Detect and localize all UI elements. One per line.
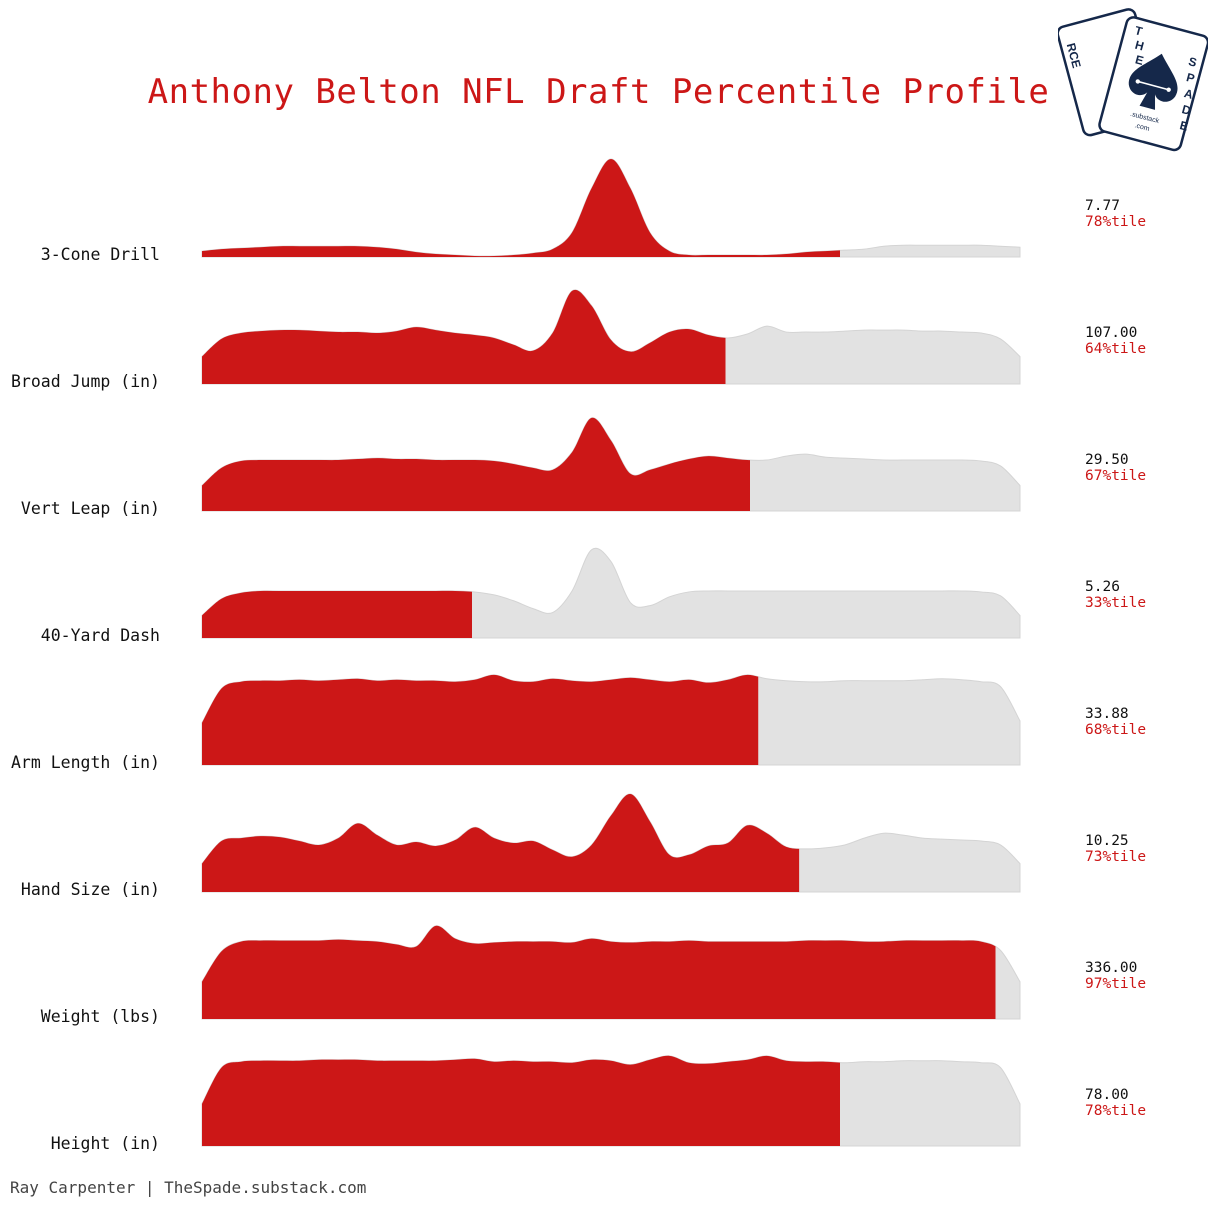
logo-front-letter: D: [1180, 102, 1192, 118]
row-value: 29.50: [1085, 452, 1129, 468]
ridge-row: [201, 793, 1021, 893]
row-value: 5.26: [1085, 579, 1120, 595]
row-percentile: 73%tile: [1085, 849, 1147, 865]
row-label: Broad Jump (in): [10, 372, 160, 391]
logo-com-text: .com: [1134, 122, 1151, 133]
row-label: Height (in): [50, 1134, 160, 1153]
logo-front-letter: H: [1133, 38, 1145, 54]
row-label: Vert Leap (in): [20, 499, 160, 518]
row-value: 78.00: [1085, 1087, 1129, 1103]
logo-front-letter: A: [1183, 86, 1195, 102]
row-value: 10.25: [1085, 833, 1129, 849]
row-label: 40-Yard Dash: [40, 626, 160, 645]
ridge-row: [201, 417, 1021, 512]
row-value: 107.00: [1085, 325, 1138, 341]
row-value: 7.77: [1085, 198, 1120, 214]
row-percentile: 78%tile: [1085, 1103, 1147, 1119]
percentile-fill-area: [202, 590, 472, 638]
logo-front-letter: E: [1178, 118, 1189, 134]
spade-icon: [1128, 53, 1178, 110]
footer-credit: Ray Carpenter | TheSpade.substack.com: [10, 1178, 367, 1197]
ridge-row: [201, 289, 1021, 385]
percentile-fill-area: [202, 674, 759, 765]
row-label: Hand Size (in): [20, 880, 160, 899]
percentile-fill-area: [202, 417, 751, 511]
percentile-fill-area: [202, 925, 996, 1019]
percentile-fill-area: [202, 1055, 841, 1146]
percentile-fill-area: [202, 159, 841, 257]
logo-back-letters: RCE: [1064, 42, 1084, 70]
row-label: Weight (lbs): [40, 1007, 160, 1026]
row-label: Arm Length (in): [10, 753, 160, 772]
logo-front-letter: T: [1133, 23, 1144, 39]
logo-front-letter: E: [1134, 52, 1145, 68]
ridge-row: [201, 674, 1021, 766]
logo-front-letter: P: [1185, 70, 1196, 86]
logo-front-letter: S: [1187, 54, 1198, 70]
row-percentile: 67%tile: [1085, 468, 1147, 484]
chart-title: Anthony Belton NFL Draft Percentile Prof…: [147, 72, 1050, 112]
row-percentile: 68%tile: [1085, 722, 1147, 738]
row-percentile: 78%tile: [1085, 214, 1147, 230]
percentile-fill-area: [202, 289, 726, 384]
ridge-row: [201, 158, 1021, 258]
row-percentile: 33%tile: [1085, 595, 1147, 611]
ridge-row: [201, 1055, 1021, 1147]
row-value: 33.88: [1085, 706, 1129, 722]
ridge-row: [201, 547, 1021, 639]
row-percentile: 97%tile: [1085, 976, 1147, 992]
percentile-fill-area: [202, 793, 800, 892]
row-label: 3-Cone Drill: [40, 245, 160, 264]
ridge-row: [201, 925, 1021, 1020]
row-value: 336.00: [1085, 960, 1138, 976]
row-percentile: 64%tile: [1085, 341, 1147, 357]
